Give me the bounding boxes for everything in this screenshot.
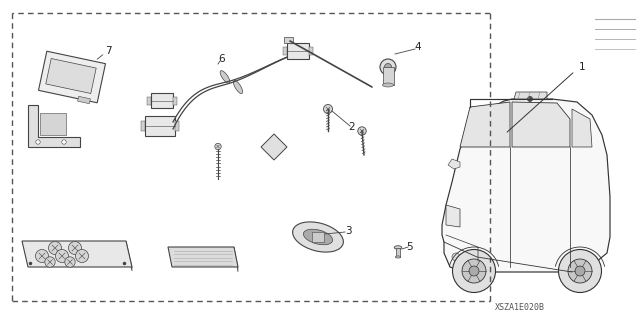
- Polygon shape: [514, 92, 547, 99]
- Polygon shape: [77, 96, 90, 104]
- Circle shape: [45, 257, 55, 267]
- Polygon shape: [28, 105, 80, 147]
- Bar: [151, 93, 173, 108]
- Polygon shape: [46, 58, 96, 93]
- Ellipse shape: [385, 63, 392, 70]
- Ellipse shape: [394, 246, 402, 249]
- Polygon shape: [126, 241, 132, 271]
- Polygon shape: [460, 102, 510, 147]
- Circle shape: [76, 249, 88, 263]
- Circle shape: [68, 241, 81, 255]
- Polygon shape: [446, 205, 460, 227]
- Ellipse shape: [234, 80, 243, 93]
- Polygon shape: [572, 109, 592, 147]
- Ellipse shape: [292, 222, 344, 252]
- Circle shape: [35, 249, 49, 263]
- Polygon shape: [168, 247, 238, 267]
- Bar: [173, 97, 177, 105]
- Bar: [141, 121, 145, 131]
- Ellipse shape: [383, 83, 394, 87]
- Bar: [309, 47, 313, 55]
- Bar: [283, 47, 287, 55]
- Circle shape: [358, 127, 366, 135]
- Polygon shape: [512, 102, 570, 147]
- Ellipse shape: [396, 256, 401, 258]
- Circle shape: [559, 249, 602, 293]
- Bar: [383, 67, 394, 85]
- Ellipse shape: [220, 70, 230, 83]
- Text: 7: 7: [105, 46, 111, 56]
- Polygon shape: [22, 241, 132, 267]
- Bar: [284, 37, 293, 43]
- Circle shape: [568, 259, 592, 283]
- Bar: [175, 121, 179, 131]
- Polygon shape: [234, 247, 238, 272]
- Circle shape: [49, 241, 61, 255]
- Bar: [396, 248, 400, 257]
- Text: 1: 1: [579, 62, 586, 72]
- Circle shape: [452, 253, 460, 261]
- Circle shape: [56, 249, 68, 263]
- Circle shape: [527, 97, 532, 101]
- Polygon shape: [442, 99, 610, 272]
- Ellipse shape: [380, 59, 396, 75]
- Polygon shape: [261, 134, 287, 160]
- Bar: [147, 97, 151, 105]
- Bar: [40, 113, 66, 135]
- Bar: [145, 116, 175, 136]
- Text: 5: 5: [406, 242, 413, 252]
- Circle shape: [323, 105, 333, 114]
- Circle shape: [575, 266, 585, 276]
- Text: 2: 2: [349, 122, 355, 132]
- Polygon shape: [38, 51, 106, 103]
- Circle shape: [36, 140, 40, 144]
- Circle shape: [65, 257, 76, 267]
- Text: 3: 3: [345, 226, 351, 236]
- Circle shape: [62, 140, 66, 144]
- Circle shape: [215, 143, 221, 150]
- Bar: [287, 43, 309, 59]
- Ellipse shape: [303, 229, 333, 245]
- Circle shape: [452, 249, 495, 293]
- Bar: [312, 232, 324, 242]
- Text: 6: 6: [219, 54, 225, 64]
- Text: 4: 4: [415, 42, 421, 52]
- Circle shape: [462, 259, 486, 283]
- Circle shape: [469, 266, 479, 276]
- Text: XSZA1E020B: XSZA1E020B: [495, 302, 545, 311]
- Polygon shape: [448, 159, 460, 169]
